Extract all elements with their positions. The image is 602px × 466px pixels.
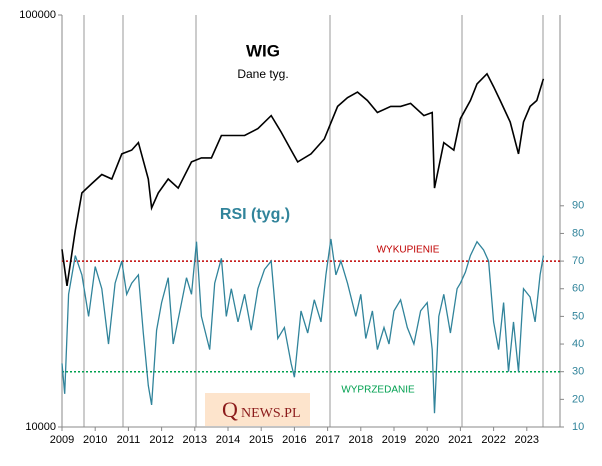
event-lines: [83, 15, 544, 427]
chart-subtitle: Dane tyg.: [237, 67, 288, 81]
y2-tick-label: 50: [572, 310, 584, 322]
series-line: [61, 238, 545, 414]
y2-tick-label: 60: [572, 283, 584, 295]
y-tick-label: 100000: [19, 9, 56, 21]
y2-tick-label: 40: [572, 338, 584, 350]
x-tick-label: 2018: [349, 434, 373, 446]
y2-tick-label: 30: [572, 366, 584, 378]
y2-tick-label: 80: [572, 227, 584, 239]
series-line: [61, 72, 545, 287]
logo-q: Q: [222, 397, 238, 422]
level-label: WYKUPIENIE: [377, 245, 440, 256]
chart-title: WIG: [246, 41, 280, 60]
y2-tick-label: 70: [572, 255, 584, 267]
logo-text: NEWS.PL: [241, 406, 301, 421]
y2-tick-label: 20: [572, 393, 584, 405]
x-tick-label: 2012: [149, 434, 173, 446]
level-label: WYPRZEDANIE: [341, 384, 415, 395]
x-tick-label: 2011: [117, 434, 141, 446]
x-tick-label: 2021: [448, 434, 472, 446]
x-tick-label: 2023: [515, 434, 539, 446]
x-tick-label: 2009: [50, 434, 74, 446]
x-tick-label: 2016: [282, 434, 306, 446]
y-tick-label: 10000: [25, 421, 56, 433]
x-tick-label: 2020: [415, 434, 439, 446]
y2-tick-label: 90: [572, 200, 584, 212]
x-tick-label: 2017: [315, 434, 339, 446]
x-tick-label: 2022: [481, 434, 505, 446]
x-tick-label: 2014: [216, 434, 240, 446]
y2-tick-label: 10: [572, 421, 584, 433]
x-tick-label: 2010: [83, 434, 107, 446]
x-tick-label: 2013: [183, 434, 207, 446]
logo-box: [205, 393, 310, 426]
x-tick-label: 2015: [249, 434, 273, 446]
x-tick-label: 2019: [382, 434, 406, 446]
rsi-title: RSI (tyg.): [220, 206, 290, 223]
